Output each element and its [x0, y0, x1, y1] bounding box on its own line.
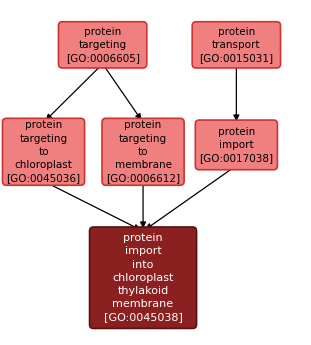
Text: protein
targeting
to
chloroplast
[GO:0045036]: protein targeting to chloroplast [GO:004… — [7, 120, 81, 183]
Text: protein
targeting
[GO:0006605]: protein targeting [GO:0006605] — [66, 27, 140, 63]
Text: protein
transport
[GO:0015031]: protein transport [GO:0015031] — [199, 27, 273, 63]
Text: protein
targeting
to
membrane
[GO:0006612]: protein targeting to membrane [GO:000661… — [106, 120, 180, 183]
Text: protein
import
[GO:0017038]: protein import [GO:0017038] — [199, 127, 273, 163]
FancyBboxPatch shape — [2, 118, 85, 185]
Text: protein
import
into
chloroplast
thylakoid
membrane
[GO:0045038]: protein import into chloroplast thylakoi… — [104, 233, 183, 322]
FancyBboxPatch shape — [195, 120, 277, 170]
FancyBboxPatch shape — [102, 118, 184, 185]
FancyBboxPatch shape — [58, 22, 147, 68]
FancyBboxPatch shape — [90, 227, 197, 328]
FancyBboxPatch shape — [192, 22, 281, 68]
